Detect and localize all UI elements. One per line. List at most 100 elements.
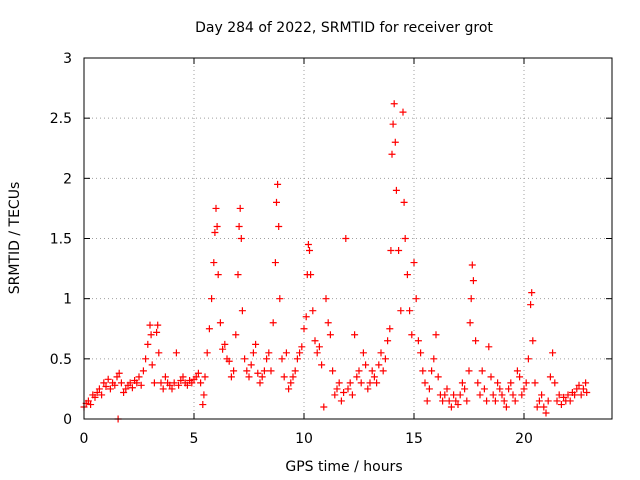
data-point [150, 379, 158, 387]
data-point [254, 369, 262, 377]
data-point [219, 345, 227, 353]
data-point [412, 295, 420, 303]
data-point [276, 295, 284, 303]
data-point [368, 367, 376, 375]
data-point [135, 373, 143, 381]
x-tick-label: 5 [190, 431, 199, 447]
data-point [126, 379, 134, 387]
data-point [346, 379, 354, 387]
data-point [401, 235, 409, 242]
data-point [408, 331, 416, 339]
data-point [331, 391, 339, 399]
data-point [249, 349, 257, 357]
data-point [478, 367, 486, 375]
data-point [309, 307, 317, 315]
data-point [489, 391, 497, 399]
x-tick-label: 20 [515, 431, 533, 447]
data-point [329, 367, 337, 375]
data-point [117, 379, 125, 387]
data-point [200, 391, 208, 399]
data-point [320, 403, 328, 411]
grid-layer [84, 58, 612, 419]
data-point [400, 198, 408, 206]
data-point [203, 349, 211, 357]
data-point [274, 180, 282, 188]
data-point [540, 403, 548, 411]
data-point [232, 331, 240, 339]
data-point [335, 379, 343, 387]
data-point [403, 271, 411, 279]
data-point [392, 186, 400, 194]
data-point [528, 289, 536, 297]
x-axis-label: GPS time / hours [285, 459, 402, 475]
data-point [557, 401, 565, 409]
data-point [247, 361, 255, 369]
data-point [313, 349, 321, 357]
data-point [370, 373, 378, 381]
data-point [390, 100, 398, 108]
data-point [159, 385, 167, 393]
y-tick-label: 1.5 [50, 232, 72, 248]
data-point [524, 355, 532, 363]
data-point [183, 381, 191, 389]
data-point [227, 373, 235, 381]
data-point [362, 361, 370, 369]
data-point [258, 373, 266, 381]
data-point [201, 373, 209, 381]
data-point [443, 385, 451, 393]
data-point [235, 222, 243, 230]
data-point [494, 379, 502, 387]
data-point [456, 391, 464, 399]
data-point [566, 397, 574, 405]
x-tick-label: 0 [80, 431, 89, 447]
data-point [476, 391, 484, 399]
data-point [450, 391, 458, 399]
data-point [468, 261, 476, 269]
data-point [417, 349, 425, 357]
data-point [166, 381, 174, 389]
x-tick-label: 10 [295, 431, 313, 447]
data-point [377, 349, 385, 357]
data-point [111, 381, 119, 389]
data-point [311, 337, 319, 345]
data-point [273, 198, 280, 206]
data-point [551, 379, 559, 387]
data-point [348, 391, 356, 399]
data-point [463, 397, 471, 405]
data-point [386, 325, 394, 333]
data-point [529, 337, 537, 345]
data-point [113, 373, 121, 381]
data-point [357, 379, 365, 387]
data-point [322, 295, 330, 303]
y-tick-label: 3 [63, 51, 72, 67]
chart-title: Day 284 of 2022, SRMTID for receiver gro… [195, 20, 493, 36]
data-point [421, 379, 429, 387]
y-axis-label: SRMTID / TECUs [7, 182, 23, 295]
data-point [168, 385, 176, 393]
data-point [502, 403, 510, 411]
data-point [513, 367, 521, 375]
data-point [498, 391, 506, 399]
data-point [157, 379, 165, 387]
data-point [304, 241, 312, 249]
data-point [461, 385, 469, 393]
data-point [234, 271, 242, 279]
data-point [148, 361, 156, 369]
data-point [516, 373, 524, 381]
data-point [544, 397, 552, 405]
data-point [395, 247, 403, 255]
data-point [210, 259, 218, 267]
data-point [337, 397, 345, 405]
data-point [214, 271, 222, 279]
data-point [230, 367, 238, 375]
data-point [355, 367, 363, 375]
data-point [458, 379, 466, 387]
data-point [211, 228, 219, 236]
data-point [300, 325, 308, 333]
data-point [366, 379, 374, 387]
data-point [522, 379, 530, 387]
data-point [538, 391, 546, 399]
data-point [280, 373, 288, 381]
data-point [583, 389, 591, 397]
